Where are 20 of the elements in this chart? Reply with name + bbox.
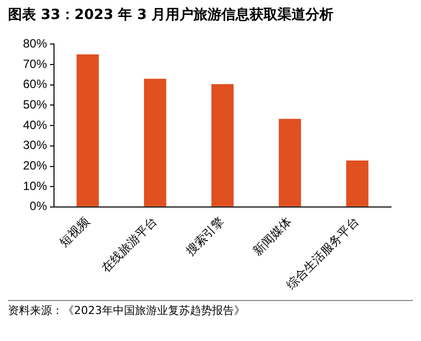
y-tick-label: 60% (22, 77, 48, 92)
bar (76, 54, 99, 206)
y-tick-label: 20% (22, 158, 48, 173)
y-tick-label: 40% (22, 118, 48, 132)
x-tick-label: 新闻媒体 (250, 214, 294, 258)
y-tick-label: 10% (22, 178, 48, 193)
bar (211, 84, 234, 206)
bar (144, 78, 166, 206)
y-tick-label: 70% (22, 56, 48, 71)
y-tick-label: 50% (22, 98, 48, 112)
x-tick-label: 在线旅游平台 (98, 214, 160, 276)
y-tick-label: 80% (22, 36, 48, 51)
bar (346, 160, 368, 206)
chart-title: 图表 33：2023 年 3 月用户旅游信息获取渠道分析 (8, 6, 334, 24)
y-tick-label: 30% (22, 138, 48, 152)
x-tick-label: 搜索引擎 (183, 214, 227, 258)
y-tick-label: 0% (30, 199, 48, 214)
bar (278, 118, 302, 206)
text: 资料来源：《2023年中国旅游业复苏趋势报告》 (8, 300, 413, 318)
x-tick-label: 短视频 (56, 214, 92, 250)
